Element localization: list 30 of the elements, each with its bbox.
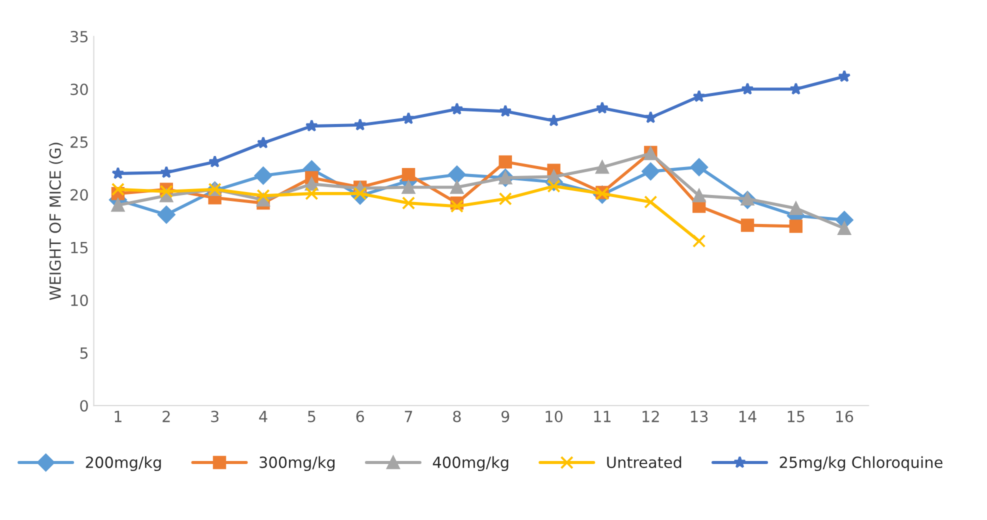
y-tick-label: 15 xyxy=(71,242,88,254)
y-axis-title: WEIGHT OF MICE (G) xyxy=(49,142,63,300)
legend-label: 400mg/kg xyxy=(432,456,508,472)
x-tick-label: 5 xyxy=(308,410,316,422)
x-tick-label: 15 xyxy=(788,410,804,422)
x-tick-label: 4 xyxy=(259,410,268,422)
x-tick-label: 12 xyxy=(642,410,659,422)
x-tick-label: 1 xyxy=(114,410,122,422)
x-tick-label: 11 xyxy=(594,410,611,422)
legend-label: 200mg/kg xyxy=(86,456,161,472)
x-tick-label: 2 xyxy=(162,410,170,422)
x-tick-label: 16 xyxy=(836,410,854,422)
legend-label: 300mg/kg xyxy=(260,456,335,472)
x-tick-label: 3 xyxy=(211,410,218,422)
legend-label: 25mg/kg Chloroquine xyxy=(780,456,942,472)
y-tick-label: 30 xyxy=(70,84,88,96)
x-tick-label: 10 xyxy=(546,410,563,422)
x-tick-label: 9 xyxy=(501,410,510,422)
legend-label: Untreated xyxy=(607,456,682,468)
y-tick-label: 20 xyxy=(70,189,88,201)
x-tick-label: 6 xyxy=(356,410,364,422)
x-tick-label: 8 xyxy=(453,410,461,422)
y-tick-label: 25 xyxy=(70,136,88,148)
x-tick-label: 7 xyxy=(404,410,412,422)
x-tick-label: 14 xyxy=(739,410,756,422)
x-tick-label: 13 xyxy=(691,410,708,422)
y-tick-label: 5 xyxy=(80,348,88,359)
y-tick-label: 10 xyxy=(71,294,88,306)
y-tick-label: 35 xyxy=(70,30,88,42)
y-tick-label: 0 xyxy=(80,400,88,412)
